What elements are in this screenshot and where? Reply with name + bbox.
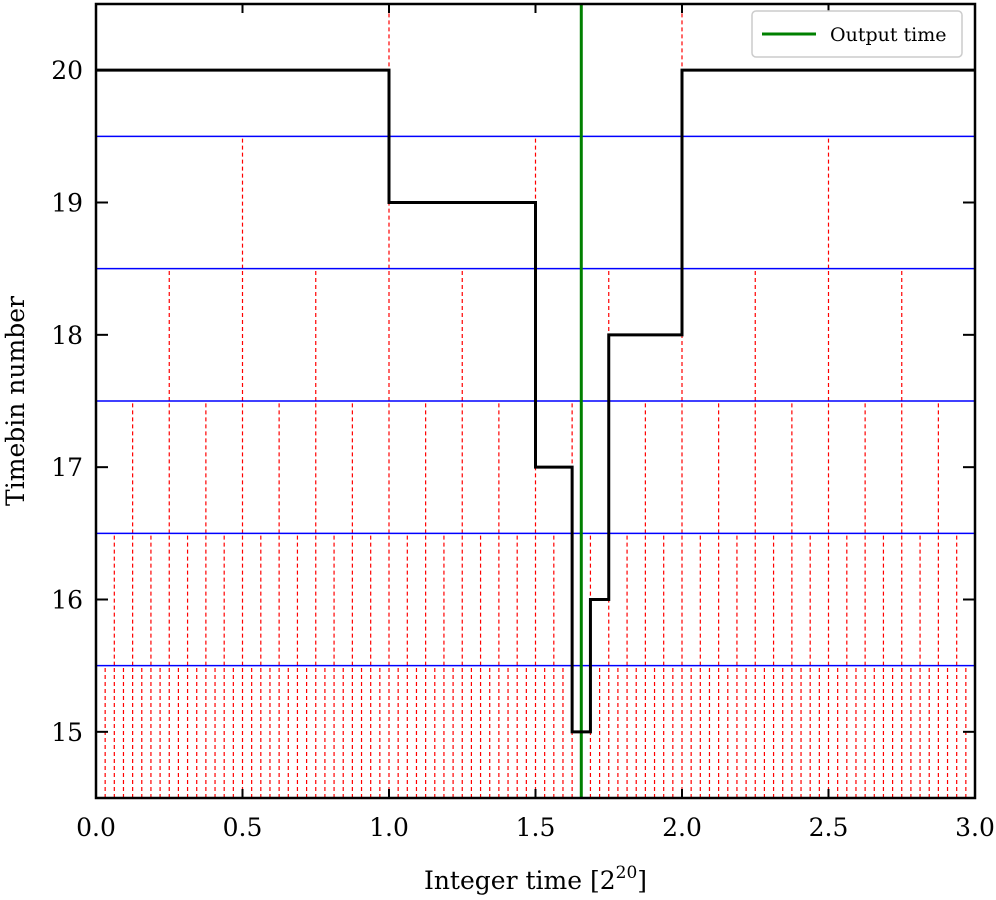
x-tick-label: 1.5 bbox=[516, 813, 556, 842]
x-axis-label-exponent: 20 bbox=[616, 863, 638, 883]
y-tick-label: 17 bbox=[51, 453, 83, 482]
y-axis-label: Timebin number bbox=[1, 296, 30, 506]
x-tick-label: 2.0 bbox=[662, 813, 702, 842]
y-tick-label: 20 bbox=[51, 56, 83, 85]
x-tick-label: 0.5 bbox=[223, 813, 263, 842]
x-tick-label: 3.0 bbox=[955, 813, 995, 842]
y-tick-label: 15 bbox=[51, 718, 83, 747]
y-tick-label: 16 bbox=[51, 586, 83, 615]
x-tick-label: 1.0 bbox=[369, 813, 409, 842]
legend: Output time bbox=[752, 11, 962, 57]
legend-label-output-time: Output time bbox=[830, 24, 947, 46]
x-axis-label-main: Integer time [2 bbox=[424, 866, 616, 895]
axis-ticks: 0.0 0.5 1.0 1.5 2.0 2.5 3.0 15 16 17 18 19 20 bbox=[51, 4, 995, 842]
y-tick-label: 19 bbox=[51, 189, 83, 218]
x-axis-label: Integer time [220] bbox=[424, 863, 647, 895]
x-axis-label-close: ] bbox=[637, 866, 647, 895]
x-tick-label: 0.0 bbox=[76, 813, 116, 842]
x-tick-label: 2.5 bbox=[809, 813, 849, 842]
y-tick-label: 18 bbox=[51, 321, 83, 350]
